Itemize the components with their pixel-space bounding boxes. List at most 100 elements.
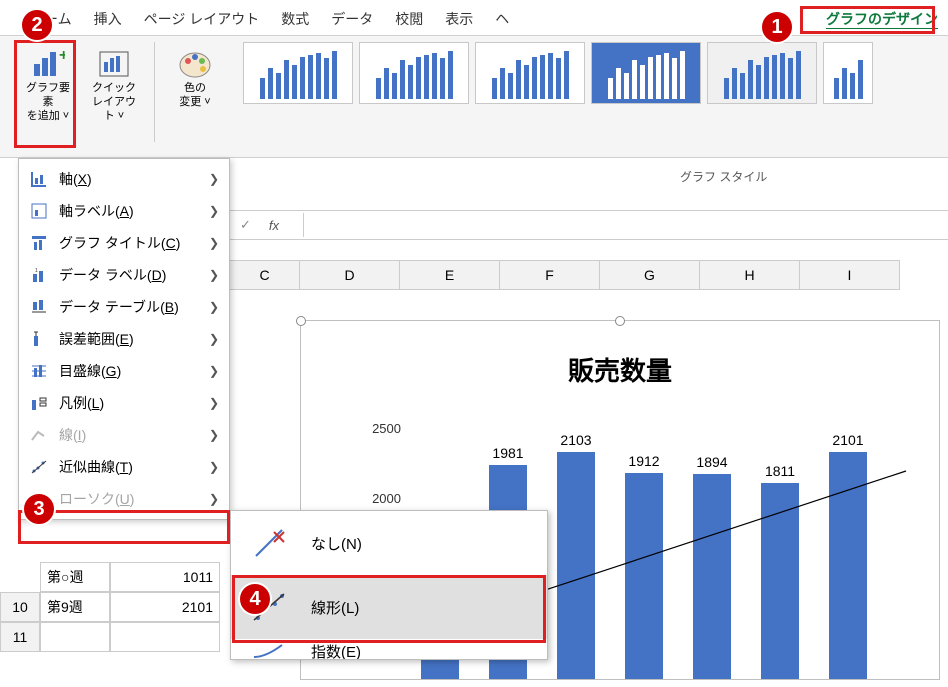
- col-h[interactable]: H: [700, 261, 800, 289]
- menu-data-table[interactable]: データ テーブル(B) ❯: [19, 291, 229, 323]
- tab-page-layout[interactable]: ページ レイアウト: [144, 9, 260, 29]
- col-f[interactable]: F: [500, 261, 600, 289]
- callout-3: 3: [22, 492, 56, 526]
- column-headers: C D E F G H I: [230, 260, 900, 290]
- quick-layout-label2: レイアウト ˅: [88, 96, 140, 124]
- tab-help-truncated[interactable]: ヘ: [495, 9, 509, 29]
- formula-check-icon[interactable]: ✓: [240, 217, 251, 233]
- menu-data-label[interactable]: 1 データ ラベル(D) ❯: [19, 259, 229, 291]
- menu-axis-label-text: 軸ラベル(A): [59, 201, 134, 221]
- tab-insert[interactable]: 挿入: [94, 9, 122, 29]
- col-i[interactable]: I: [800, 261, 900, 289]
- chart-bar[interactable]: 2101: [824, 432, 872, 679]
- tab-view[interactable]: 表示: [445, 9, 473, 29]
- submenu-exp-partial[interactable]: 指数(E): [231, 639, 547, 659]
- tab-formulas[interactable]: 数式: [281, 9, 309, 29]
- ribbon-body: + グラフ要素 を追加 ˅ クイック レイアウト ˅: [0, 36, 948, 158]
- col-d[interactable]: D: [300, 261, 400, 289]
- chevron-right-icon: ❯: [209, 460, 219, 474]
- quick-layout-button[interactable]: クイック レイアウト ˅: [86, 42, 142, 125]
- tab-data[interactable]: データ: [331, 9, 373, 29]
- bar-value-label: 2101: [832, 432, 863, 448]
- quick-layout-label1: クイック: [92, 82, 136, 96]
- menu-data-label-text: データ ラベル(D): [59, 265, 166, 285]
- bar-value-label: 1811: [765, 463, 795, 479]
- add-chart-element-button[interactable]: + グラフ要素 を追加 ˅: [20, 42, 76, 125]
- chevron-right-icon: ❯: [209, 268, 219, 282]
- menu-chart-title-text: グラフ タイトル(C): [59, 233, 180, 253]
- cell-b10[interactable]: 2101: [110, 592, 220, 622]
- add-chart-element-label1: グラフ要素: [22, 82, 74, 110]
- chevron-right-icon: ❯: [209, 172, 219, 186]
- resize-handle[interactable]: [296, 316, 306, 326]
- resize-handle[interactable]: [615, 316, 625, 326]
- menu-chart-title[interactable]: グラフ タイトル(C) ❯: [19, 227, 229, 259]
- callout-1: 1: [760, 10, 794, 44]
- submenu-linear-text: 線形(L): [311, 597, 359, 618]
- chart-title[interactable]: 販売数量: [301, 351, 939, 388]
- chart-bar[interactable]: 2103: [552, 432, 600, 679]
- chart-style-4[interactable]: [591, 42, 701, 104]
- col-g[interactable]: G: [600, 261, 700, 289]
- menu-axis-label: 軸(X): [59, 169, 92, 189]
- row-11[interactable]: 11: [0, 622, 40, 652]
- quick-layout-icon: [98, 46, 130, 82]
- cells: 第○週 1011 第9週 2101: [40, 592, 220, 652]
- chart-style-6[interactable]: [823, 42, 873, 104]
- menu-axis-label[interactable]: 軸ラベル(A) ❯: [19, 195, 229, 227]
- formula-input[interactable]: [328, 218, 948, 233]
- bar-rect: [557, 452, 595, 679]
- cell-a9[interactable]: 第○週: [40, 562, 110, 592]
- ytick-2000: 2000: [351, 491, 401, 506]
- error-bars-icon: [29, 329, 49, 349]
- bar-value-label: 1912: [628, 453, 659, 469]
- cell-b11[interactable]: [110, 622, 220, 652]
- cell-a10[interactable]: 第9週: [40, 592, 110, 622]
- menu-trendline-text: 近似曲線(T): [59, 457, 133, 477]
- submenu-none-text: なし(N): [311, 533, 362, 554]
- menu-error-bars[interactable]: 誤差範囲(E) ❯: [19, 323, 229, 355]
- change-colors-button[interactable]: 色の 変更 ˅: [167, 42, 223, 112]
- chevron-right-icon: ❯: [209, 396, 219, 410]
- chart-bar[interactable]: 1894: [688, 454, 736, 679]
- menu-lines: 線(I) ❯: [19, 419, 229, 451]
- cell-b9[interactable]: 1011: [110, 562, 220, 592]
- tab-chart-design[interactable]: グラフのデザイン: [826, 9, 938, 29]
- trendline-icon: [29, 457, 49, 477]
- menu-axis[interactable]: 軸(X) ❯: [19, 163, 229, 195]
- menu-legend[interactable]: 凡例(L) ❯: [19, 387, 229, 419]
- svg-text:1: 1: [35, 268, 38, 274]
- menu-updown-bars-text: ローソク(U): [59, 489, 134, 509]
- fx-icon[interactable]: fx: [269, 218, 279, 233]
- callout-4: 4: [238, 582, 272, 616]
- submenu-none[interactable]: なし(N): [231, 511, 547, 575]
- tab-review[interactable]: 校閲: [395, 9, 423, 29]
- col-c[interactable]: C: [230, 261, 300, 289]
- menu-trendline[interactable]: 近似曲線(T) ❯: [19, 451, 229, 483]
- chart-style-5[interactable]: [707, 42, 817, 104]
- chart-bar[interactable]: 1811: [756, 463, 804, 679]
- bar-value-label: 2103: [560, 432, 591, 448]
- chart-style-2[interactable]: [359, 42, 469, 104]
- bar-rect: [761, 483, 799, 679]
- ytick-2500: 2500: [351, 421, 401, 436]
- chevron-right-icon: ❯: [209, 492, 219, 506]
- chart-style-1[interactable]: [243, 42, 353, 104]
- chart-style-3[interactable]: [475, 42, 585, 104]
- chart-title-icon: [29, 233, 49, 253]
- row-10[interactable]: 10: [0, 592, 40, 622]
- cell-a11[interactable]: [40, 622, 110, 652]
- data-table-icon: [29, 297, 49, 317]
- menu-gridlines-text: 目盛線(G): [59, 361, 121, 381]
- formula-bar: ✓ fx: [230, 210, 948, 240]
- chart-styles-label: グラフ スタイル: [680, 168, 767, 185]
- legend-icon: [29, 393, 49, 413]
- bar-rect: [625, 473, 663, 679]
- chart-bar[interactable]: 1912: [620, 453, 668, 679]
- bar-rect: [693, 474, 731, 679]
- col-e[interactable]: E: [400, 261, 500, 289]
- menu-gridlines[interactable]: 目盛線(G) ❯: [19, 355, 229, 387]
- submenu-linear[interactable]: 線形(L): [231, 575, 547, 639]
- chevron-right-icon: ❯: [209, 332, 219, 346]
- bar-rect: [829, 452, 867, 679]
